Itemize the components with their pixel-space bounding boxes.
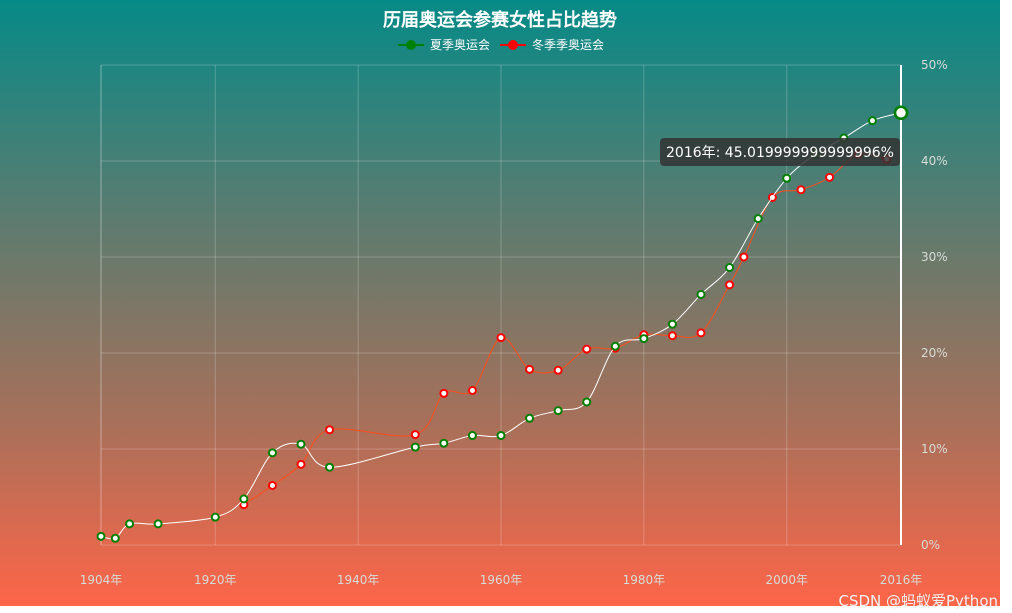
data-point[interactable] bbox=[296, 439, 306, 449]
data-point[interactable] bbox=[125, 519, 135, 529]
data-point[interactable] bbox=[667, 319, 677, 329]
x-tick-label: 1904年 bbox=[80, 573, 123, 587]
x-tick-label: 2000年 bbox=[765, 573, 808, 587]
data-point[interactable] bbox=[296, 459, 306, 469]
legend[interactable]: 夏季奥运会 冬季季奥运会 bbox=[398, 37, 604, 52]
data-point[interactable] bbox=[496, 333, 506, 343]
data-point[interactable] bbox=[325, 425, 335, 435]
data-point[interactable] bbox=[267, 480, 277, 490]
data-point[interactable] bbox=[696, 328, 706, 338]
legend-item[interactable]: 冬季季奥运会 bbox=[500, 37, 604, 52]
chart-title: 历届奥运会参赛女性占比趋势 bbox=[383, 9, 617, 31]
legend-marker bbox=[508, 40, 518, 50]
data-point[interactable] bbox=[725, 280, 735, 290]
data-point[interactable] bbox=[639, 334, 649, 344]
x-tick-label: 1980年 bbox=[623, 573, 666, 587]
data-point[interactable] bbox=[210, 512, 220, 522]
series-line bbox=[243, 153, 887, 506]
y-tick-label: 0% bbox=[921, 538, 940, 552]
data-point[interactable] bbox=[553, 406, 563, 416]
data-point[interactable] bbox=[796, 185, 806, 195]
legend-marker bbox=[406, 40, 416, 50]
y-axis: 0% 10% 20% 30% 40% 50% bbox=[921, 58, 948, 552]
y-tick-label: 50% bbox=[921, 58, 948, 72]
data-point[interactable] bbox=[496, 431, 506, 441]
data-point[interactable] bbox=[553, 365, 563, 375]
data-point[interactable] bbox=[439, 388, 449, 398]
data-point[interactable] bbox=[239, 494, 249, 504]
legend-label: 夏季奥运会 bbox=[430, 38, 490, 52]
data-point[interactable] bbox=[582, 344, 592, 354]
data-point[interactable] bbox=[267, 448, 277, 458]
y-tick-label: 30% bbox=[921, 250, 948, 264]
y-tick-label: 40% bbox=[921, 154, 948, 168]
data-point[interactable] bbox=[782, 173, 792, 183]
data-point[interactable] bbox=[410, 442, 420, 452]
data-point[interactable] bbox=[525, 364, 535, 374]
data-point[interactable] bbox=[725, 263, 735, 273]
y-tick-label: 20% bbox=[921, 346, 948, 360]
data-point[interactable] bbox=[825, 172, 835, 182]
y-tick-label: 10% bbox=[921, 442, 948, 456]
data-point[interactable] bbox=[439, 438, 449, 448]
x-axis: 1904年 1920年 1940年 1960年 1980年 2000年 2016年 bbox=[80, 573, 923, 587]
data-point[interactable] bbox=[867, 116, 877, 126]
data-point[interactable] bbox=[696, 289, 706, 299]
x-tick-label: 2016年 bbox=[880, 573, 923, 587]
data-point[interactable] bbox=[467, 385, 477, 395]
grid bbox=[100, 64, 902, 546]
axis-pointer bbox=[893, 65, 909, 545]
x-tick-label: 1960年 bbox=[480, 573, 523, 587]
data-point[interactable] bbox=[110, 533, 120, 543]
data-point[interactable] bbox=[467, 431, 477, 441]
data-point[interactable] bbox=[410, 430, 420, 440]
data-point[interactable] bbox=[153, 519, 163, 529]
highlight-point[interactable] bbox=[893, 105, 909, 121]
chart-background bbox=[0, 0, 1000, 606]
data-point[interactable] bbox=[325, 462, 335, 472]
watermark: CSDN @蚂蚁爱Python bbox=[838, 592, 998, 610]
data-point[interactable] bbox=[667, 331, 677, 341]
legend-item[interactable]: 夏季奥运会 bbox=[398, 38, 490, 52]
tooltip: 2016年: 45.019999999999996% bbox=[660, 138, 900, 166]
x-tick-label: 1920年 bbox=[194, 573, 237, 587]
data-point[interactable] bbox=[525, 413, 535, 423]
data-point[interactable] bbox=[739, 252, 749, 262]
legend-label: 冬季季奥运会 bbox=[532, 37, 604, 52]
series-layer bbox=[96, 105, 909, 543]
data-point[interactable] bbox=[96, 531, 106, 541]
data-point[interactable] bbox=[610, 341, 620, 351]
x-tick-label: 1940年 bbox=[337, 573, 380, 587]
data-point[interactable] bbox=[753, 214, 763, 224]
data-point[interactable] bbox=[582, 397, 592, 407]
